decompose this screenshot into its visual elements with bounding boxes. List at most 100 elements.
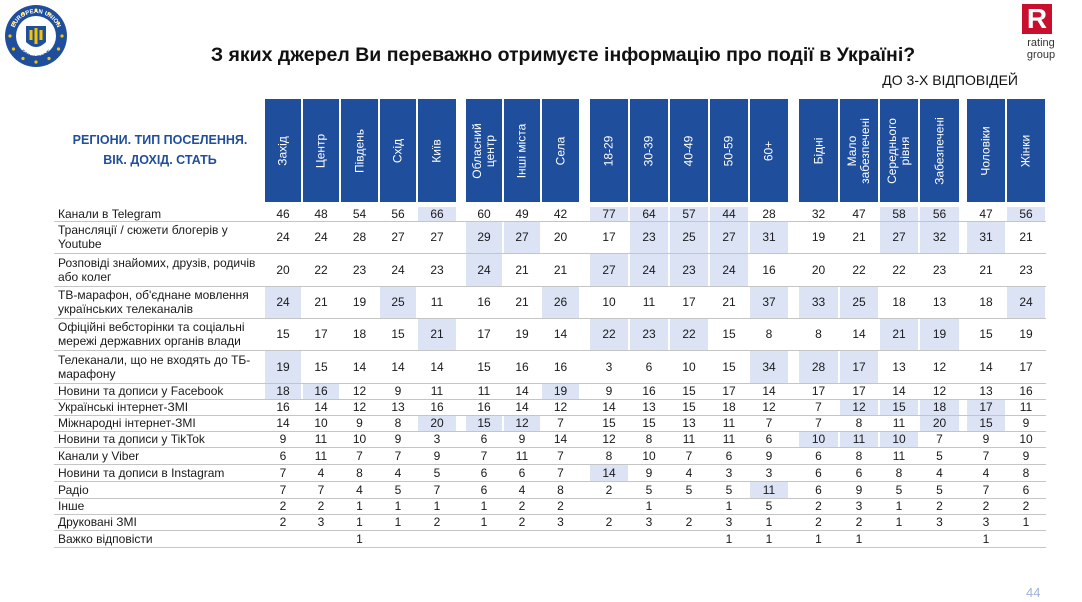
table-cell: 3 bbox=[433, 432, 441, 446]
table-cell: 2 bbox=[518, 499, 526, 513]
column-header-label: Інші міста bbox=[514, 123, 529, 178]
table-cell: 7 bbox=[317, 483, 325, 497]
table-cell: 13 bbox=[979, 384, 993, 398]
table-cell: 8 bbox=[855, 416, 863, 430]
table-cell: 11 bbox=[750, 482, 788, 498]
table-cell: 10 bbox=[880, 432, 918, 447]
table-cell: 16 bbox=[762, 263, 776, 277]
table-cell: 11 bbox=[892, 449, 906, 463]
column-header: 60+ bbox=[750, 99, 788, 202]
table-cell: 47 bbox=[979, 207, 993, 221]
table-cell: 12 bbox=[932, 384, 947, 398]
table-cell: 16 bbox=[515, 360, 529, 374]
table-cell: 7 bbox=[557, 449, 564, 463]
table-cell: 6 bbox=[1022, 483, 1030, 497]
table-cell: 2 bbox=[685, 515, 693, 529]
row-label: Важко відповісти bbox=[58, 532, 266, 546]
table-cell: 14 bbox=[979, 360, 993, 374]
table-cell: 11 bbox=[477, 384, 491, 398]
table-cell: 4 bbox=[685, 466, 693, 480]
table-cell: 13 bbox=[391, 400, 405, 414]
table-cell: 1 bbox=[356, 499, 363, 513]
table-cell: 5 bbox=[394, 483, 402, 497]
table-cell: 21 bbox=[314, 295, 328, 309]
table-cell: 15 bbox=[314, 360, 328, 374]
table-cell: 1 bbox=[765, 515, 773, 529]
table-cell: 15 bbox=[642, 416, 656, 430]
table-cell: 22 bbox=[852, 263, 866, 277]
table-cell: 21 bbox=[553, 263, 568, 277]
row-divider bbox=[54, 318, 1046, 319]
table-cell: 19 bbox=[542, 384, 579, 399]
table-cell: 6 bbox=[480, 432, 488, 446]
table-cell: 31 bbox=[967, 222, 1005, 253]
column-header-label: 40-49 bbox=[682, 135, 696, 166]
table-cell: 24 bbox=[710, 254, 748, 286]
table-cell: 54 bbox=[352, 207, 367, 221]
table-cell: 13 bbox=[892, 360, 906, 374]
page-number: 44 bbox=[1026, 585, 1041, 600]
table-cell: 2 bbox=[855, 515, 863, 529]
table-cell bbox=[418, 531, 456, 547]
column-header: Села bbox=[542, 99, 579, 202]
column-header-line: центр bbox=[483, 134, 497, 167]
table-cell: 24 bbox=[466, 254, 502, 286]
column-header-label: 30-39 bbox=[642, 135, 656, 166]
table-cell: 21 bbox=[418, 319, 456, 350]
table-cell: 5 bbox=[765, 499, 773, 513]
table-cell: 8 bbox=[1022, 466, 1030, 480]
column-header-line: Інші міста bbox=[514, 123, 529, 178]
table-cell: 10 bbox=[799, 432, 838, 447]
table-cell: 5 bbox=[895, 483, 903, 497]
table-cell: 12 bbox=[352, 400, 367, 414]
table-cell: 32 bbox=[920, 222, 959, 253]
table-cell: 16 bbox=[477, 295, 491, 309]
column-header: Центр bbox=[303, 99, 339, 202]
table-cell: 18 bbox=[722, 400, 736, 414]
column-header-label: Бідні bbox=[811, 137, 825, 164]
table-cell: 22 bbox=[314, 263, 328, 277]
table-cell: 44 bbox=[710, 207, 748, 221]
table-cell: 3 bbox=[557, 515, 564, 529]
table-cell: 7 bbox=[557, 466, 564, 480]
row-label-line: Радіо bbox=[58, 483, 89, 497]
table-cell: 7 bbox=[936, 432, 943, 446]
column-header-label: Центр bbox=[314, 133, 328, 167]
table-cell: 12 bbox=[553, 400, 568, 414]
row-label: Офіційні вебсторінки та соціальні мережі … bbox=[58, 320, 266, 348]
table-cell: 21 bbox=[1019, 230, 1033, 244]
row-label: Радіо bbox=[58, 483, 266, 497]
table-cell: 16 bbox=[477, 400, 491, 414]
table-cell: 6 bbox=[815, 449, 822, 463]
table-cell: 9 bbox=[279, 432, 287, 446]
column-header-label: Мало забезпечені bbox=[845, 118, 872, 184]
table-cell bbox=[590, 499, 628, 514]
table-cell: 15 bbox=[602, 416, 616, 430]
column-header-label: Київ bbox=[430, 139, 444, 162]
rating-group-logo: R rating group bbox=[1018, 4, 1064, 66]
table-cell: 77 bbox=[590, 207, 628, 221]
table-cell: 15 bbox=[722, 360, 736, 374]
table-cell bbox=[670, 499, 708, 514]
table-cell: 11 bbox=[314, 449, 328, 463]
table-cell: 57 bbox=[670, 207, 708, 221]
table-cell: 6 bbox=[645, 360, 653, 374]
table-cell: 22 bbox=[892, 263, 906, 277]
table-cell bbox=[542, 531, 579, 547]
table-cell: 20 bbox=[811, 263, 826, 277]
table-cell: 1 bbox=[815, 532, 822, 546]
table-cell bbox=[265, 531, 301, 547]
table-cell: 28 bbox=[352, 230, 367, 244]
table-cell: 27 bbox=[391, 230, 405, 244]
column-header: Південь bbox=[341, 99, 378, 202]
table-cell bbox=[1007, 531, 1045, 547]
table-cell: 17 bbox=[682, 295, 696, 309]
table-cell: 21 bbox=[880, 319, 918, 350]
table-cell: 14 bbox=[276, 416, 290, 430]
table-cell: 1 bbox=[480, 515, 488, 529]
table-cell: 1 bbox=[1022, 515, 1030, 529]
column-header: Схід bbox=[380, 99, 416, 202]
table-cell: 56 bbox=[391, 207, 405, 221]
table-cell: 5 bbox=[433, 466, 441, 480]
row-label-line: ТВ-марафон, об'єднане мовлення bbox=[58, 288, 249, 302]
